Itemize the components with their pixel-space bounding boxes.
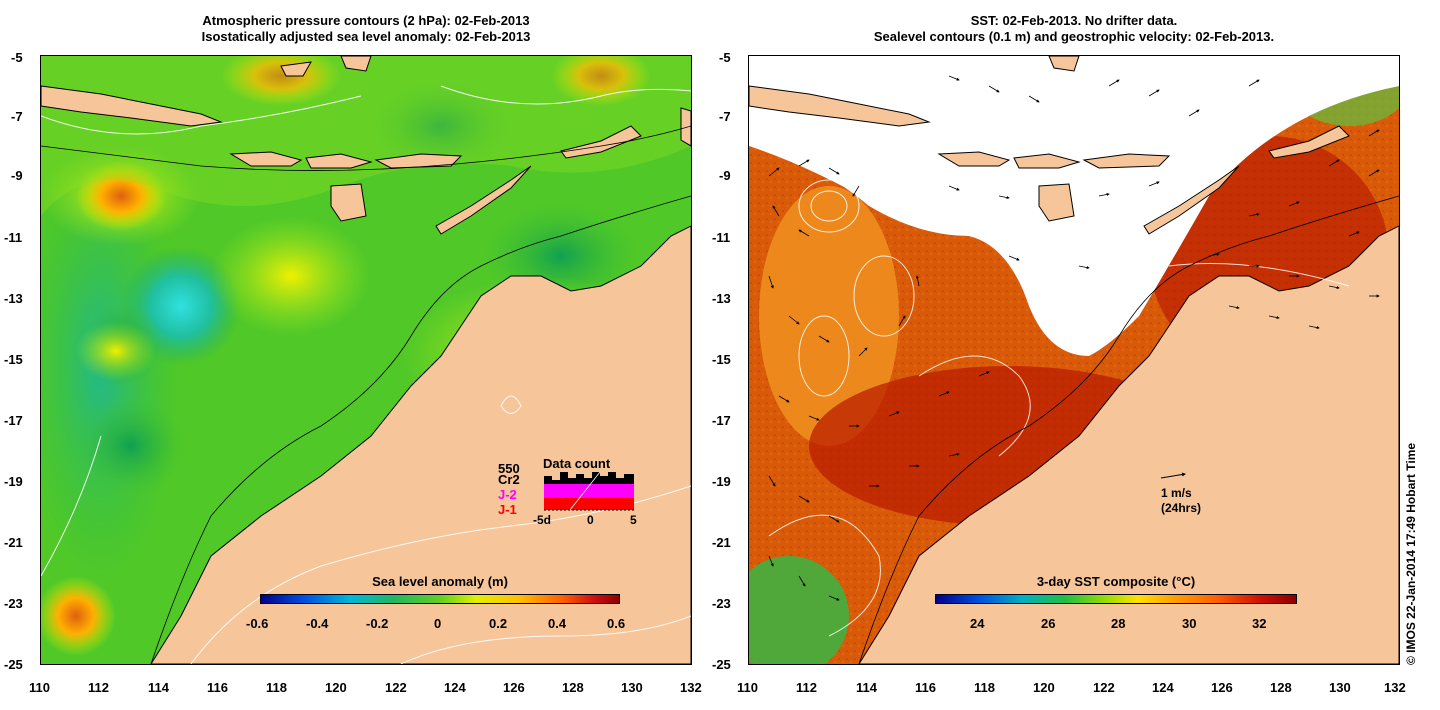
left-y-tick: -13 — [4, 291, 23, 306]
right-y-tick: -9 — [719, 168, 731, 183]
sea-level-colorbar-tick: -0.4 — [306, 616, 329, 631]
right-y-tick: -19 — [712, 474, 731, 489]
sst-colorbar-tick: 24 — [970, 616, 985, 631]
sst-map[interactable]: 1 m/s (24hrs) — [748, 55, 1400, 665]
mission-label-j2: J-2 — [498, 487, 517, 502]
left-x-tick: 114 — [148, 680, 169, 695]
right-x-tick: 112 — [796, 680, 817, 695]
sea-level-colorbar-tick: -0.2 — [366, 616, 389, 631]
right-y-tick: -23 — [712, 596, 731, 611]
imos-credit: © IMOS 22-Jan-2014 17:49 Hobart Time — [1404, 442, 1418, 665]
right-x-tick: 124 — [1152, 680, 1174, 695]
right-y-tick: -17 — [712, 413, 731, 428]
left-x-tick: 130 — [621, 680, 643, 695]
right-x-tick: 114 — [856, 680, 877, 695]
data-count-total: 550 — [498, 461, 520, 476]
velocity-scale-label: 1 m/s — [1161, 486, 1192, 500]
right-y-tick: -11 — [712, 230, 731, 245]
data-count-x-tick: -5d — [533, 513, 551, 527]
left-x-tick: 110 — [29, 680, 50, 695]
left-x-tick: 122 — [385, 680, 407, 695]
left-y-tick: -23 — [4, 596, 23, 611]
left-y-tick: -19 — [4, 474, 23, 489]
pressure-contours — [41, 85, 691, 664]
sst-colorbar-label: 3-day SST composite (°C) — [1036, 574, 1196, 589]
right-x-tick: 118 — [974, 680, 995, 695]
sea-level-colorbar-tick: -0.6 — [246, 616, 269, 631]
left-x-tick: 124 — [444, 680, 466, 695]
sea-level-colorbar-gradient — [260, 594, 620, 604]
right-title-line2: Sealevel contours (0.1 m) and geostrophi… — [873, 29, 1275, 44]
left-y-tick: -17 — [4, 413, 23, 428]
velocity-scale-sub: (24hrs) — [1161, 501, 1202, 515]
left-title-line1: Atmospheric pressure contours (2 hPa): 0… — [202, 13, 530, 28]
right-y-tick: -15 — [712, 352, 731, 367]
right-x-tick: 130 — [1329, 680, 1351, 695]
right-y-tick: -13 — [712, 291, 731, 306]
australia-mainland — [150, 225, 691, 664]
sst-field — [749, 56, 1399, 664]
left-x-tick: 118 — [266, 680, 287, 695]
left-y-tick: -9 — [11, 168, 23, 183]
right-x-tick: 122 — [1093, 680, 1115, 695]
right-y-tick: -21 — [712, 535, 731, 550]
australia-mainland-sst — [858, 225, 1399, 664]
sea-level-anomaly-field — [41, 56, 691, 664]
left-x-tick: 120 — [325, 680, 347, 695]
data-count-x-tick: 0 — [587, 513, 594, 527]
left-x-tick: 126 — [503, 680, 525, 695]
right-y-tick: -5 — [719, 50, 731, 65]
sst-colorbar-tick: 32 — [1252, 616, 1267, 631]
right-x-tick: 128 — [1270, 680, 1292, 695]
geostrophic-velocity-arrows — [768, 75, 1380, 601]
left-y-tick: -25 — [4, 657, 23, 672]
islands-north — [41, 56, 691, 235]
left-title-line2: Isostatically adjusted sea level anomaly… — [201, 29, 531, 44]
sealevel-contours — [768, 179, 1350, 637]
sst-colorbar-tick: 28 — [1111, 616, 1126, 631]
islands-north-sst — [749, 56, 1350, 235]
sea-level-colorbar-label: Sea level anomaly (m) — [372, 574, 508, 589]
sst-colorbar-tick: 30 — [1182, 616, 1197, 631]
sea-level-colorbar-tick: 0.6 — [607, 616, 626, 631]
mission-label-cr2: Cr2 — [498, 472, 520, 487]
mission-label-j1: J-1 — [498, 502, 517, 517]
left-y-tick: -21 — [4, 535, 23, 550]
right-x-tick: 126 — [1211, 680, 1233, 695]
sea-level-colorbar-tick: 0 — [434, 616, 442, 631]
data-count-title: Data count — [543, 456, 611, 471]
left-y-tick: -15 — [4, 352, 23, 367]
right-title-line1: SST: 02-Feb-2013. No drifter data. — [970, 13, 1178, 28]
shelf-contour — [150, 195, 691, 664]
left-y-tick: -7 — [11, 109, 23, 124]
sea-level-colorbar-tick: 0.2 — [489, 616, 508, 631]
right-x-tick: 120 — [1033, 680, 1055, 695]
right-y-tick: -7 — [719, 109, 731, 124]
right-x-tick: 132 — [1384, 680, 1406, 695]
velocity-scale-arrow — [1160, 472, 1186, 479]
sst-colorbar-tick: 26 — [1041, 616, 1056, 631]
sst-colorbar-gradient — [935, 594, 1297, 604]
left-title: Atmospheric pressure contours (2 hPa): 0… — [40, 13, 692, 45]
left-y-tick: -11 — [4, 230, 23, 245]
sea-level-anomaly-map[interactable] — [40, 55, 692, 665]
left-x-tick: 128 — [562, 680, 584, 695]
left-x-tick: 132 — [680, 680, 702, 695]
right-title: SST: 02-Feb-2013. No drifter data. Seale… — [748, 13, 1400, 45]
left-x-tick: 112 — [88, 680, 109, 695]
data-count-x-tick: 5 — [630, 513, 637, 527]
right-x-tick: 116 — [915, 680, 936, 695]
left-y-tick: -5 — [11, 50, 23, 65]
data-count-histogram — [544, 471, 634, 511]
sea-level-colorbar-tick: 0.4 — [548, 616, 567, 631]
right-y-tick: -25 — [712, 657, 731, 672]
left-x-tick: 116 — [207, 680, 228, 695]
right-x-tick: 110 — [737, 680, 758, 695]
